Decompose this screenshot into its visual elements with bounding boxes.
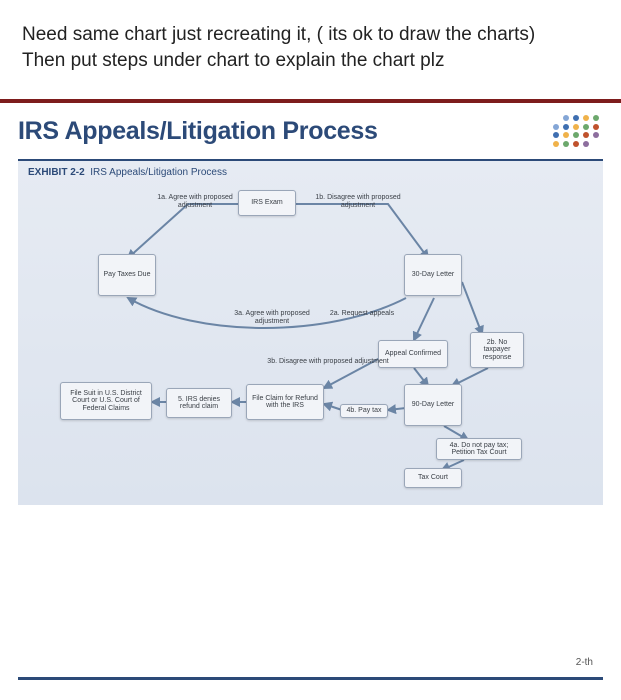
flow-node-tax-court: Tax Court (404, 468, 462, 488)
page-number: 2-th (576, 657, 593, 668)
flow-node-label: File Claim for Refund with the IRS (247, 393, 323, 412)
flow-arrow (296, 204, 428, 258)
flow-node-pay-due: Pay Taxes Due (98, 254, 156, 296)
instructions-line2: Then put steps under chart to explain th… (22, 48, 599, 74)
chart-subtitle-rest: IRS Appeals/Litigation Process (90, 167, 227, 178)
flow-node-irs-exam: IRS Exam (238, 190, 296, 216)
chart-subtitle-prefix: EXHIBIT 2-2 (28, 167, 85, 178)
flow-label-3b: 3b. Disagree with proposed adjustment (264, 358, 392, 366)
slide-decor-dots (551, 113, 603, 149)
flow-node-file-suit: File Suit in U.S. District Court or U.S.… (60, 382, 152, 420)
flow-label-1b: 1b. Disagree with proposed adjustment (310, 194, 406, 209)
flow-node-label: IRS Exam (249, 197, 285, 209)
flow-node-letter90: 90-Day Letter (404, 384, 462, 426)
flow-node-label: 90-Day Letter (410, 399, 456, 411)
flow-node-label: 4b. Pay tax (344, 405, 383, 417)
chart-subtitle: EXHIBIT 2-2 IRS Appeals/Litigation Proce… (28, 167, 593, 178)
flow-node-irs-denies: 5. IRS denies refund claim (166, 388, 232, 418)
flow-arrow (414, 298, 434, 340)
flow-node-label: Tax Court (416, 472, 450, 484)
flow-node-letter30: 30-Day Letter (404, 254, 462, 296)
flow-node-label: 30-Day Letter (410, 269, 456, 281)
slide-title: IRS Appeals/Litigation Process (18, 117, 378, 146)
flow-label-1a: 1a. Agree with proposed adjustment (152, 194, 238, 209)
slide-title-bar: IRS Appeals/Litigation Process (0, 103, 621, 155)
instructions-block: Need same chart just recreating it, ( it… (0, 0, 621, 85)
flow-node-label: Pay Taxes Due (102, 269, 153, 281)
flowchart-canvas: IRS ExamPay Taxes Due30-Day LetterAppeal… (28, 182, 593, 492)
chart-panel: EXHIBIT 2-2 IRS Appeals/Litigation Proce… (18, 159, 603, 505)
flow-node-file-claim: File Claim for Refund with the IRS (246, 384, 324, 420)
flow-arrow (128, 204, 246, 258)
flow-node-no-resp: 2b. No taxpayer response (470, 332, 524, 368)
flow-node-pay-tax: 4b. Pay tax (340, 404, 388, 418)
instructions-line1: Need same chart just recreating it, ( it… (22, 22, 599, 48)
flow-label-3a: 3a. Agree with proposed adjustment (224, 310, 320, 325)
flow-node-label: File Suit in U.S. District Court or U.S.… (61, 388, 151, 415)
flow-arrow (462, 282, 482, 334)
flow-node-label: 5. IRS denies refund claim (167, 394, 231, 413)
bottom-rule (18, 677, 603, 680)
flow-node-label: 4a. Do not pay tax; Petition Tax Court (437, 440, 521, 459)
flow-node-no-pay: 4a. Do not pay tax; Petition Tax Court (436, 438, 522, 460)
flow-label-2a: 2a. Request appeals (326, 310, 398, 318)
flow-node-label: 2b. No taxpayer response (471, 337, 523, 364)
